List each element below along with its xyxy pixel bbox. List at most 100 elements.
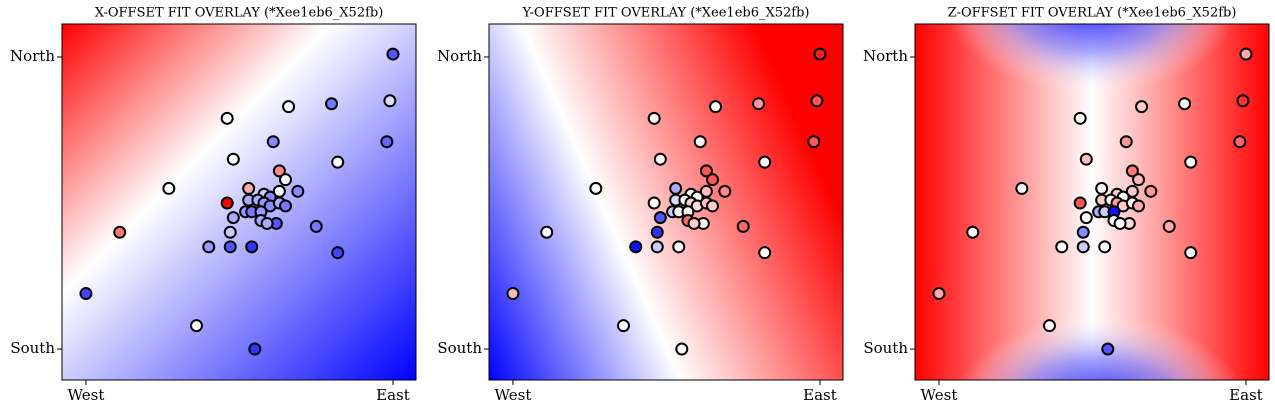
data-point	[1135, 100, 1149, 114]
y-tick-label: South	[10, 339, 55, 357]
data-point	[1073, 196, 1087, 210]
data-point	[113, 225, 127, 239]
plot-area	[915, 24, 1269, 380]
x-tick-label: West	[495, 386, 532, 404]
data-point	[1132, 199, 1146, 213]
data-point	[245, 240, 259, 254]
data-point	[718, 184, 732, 198]
data-point	[325, 97, 339, 111]
data-point	[653, 211, 667, 225]
data-point	[810, 94, 824, 108]
data-point	[1184, 155, 1198, 169]
data-point	[220, 111, 234, 125]
panel-title: Y-OFFSET FIT OVERLAY (*Xee1eb6_X52fb)	[522, 6, 810, 21]
data-point	[223, 225, 237, 239]
data-point	[672, 240, 686, 254]
data-point	[1162, 219, 1176, 233]
y-tick-label: South	[863, 339, 908, 357]
data-point	[675, 342, 689, 356]
data-point	[242, 181, 256, 195]
data-point	[650, 240, 664, 254]
data-point	[699, 164, 713, 178]
data-point	[1076, 240, 1090, 254]
fit-surface	[62, 24, 416, 380]
y-tick-label: North	[437, 47, 482, 65]
data-point	[932, 287, 946, 301]
data-point	[331, 246, 345, 260]
x-tick-label: East	[376, 386, 410, 404]
data-point	[1042, 319, 1056, 333]
data-point	[260, 216, 274, 230]
fit-surface-low	[948, 24, 1236, 94]
data-point	[1079, 152, 1093, 166]
data-point	[966, 225, 980, 239]
data-point	[279, 199, 293, 213]
data-point	[647, 196, 661, 210]
data-point	[758, 246, 772, 260]
data-point	[1125, 164, 1139, 178]
panel-title: Z-OFFSET FIT OVERLAY (*Xee1eb6_X52fb)	[948, 6, 1237, 21]
data-point	[1101, 342, 1115, 356]
data-point	[1236, 94, 1250, 108]
data-point	[687, 216, 701, 230]
data-point	[807, 135, 821, 149]
data-point	[1055, 240, 1069, 254]
data-point	[309, 219, 323, 233]
data-point	[380, 135, 394, 149]
data-point	[540, 225, 554, 239]
data-point	[272, 164, 286, 178]
frame	[488, 23, 844, 381]
data-point	[282, 100, 296, 114]
data-point	[1239, 47, 1253, 61]
data-point	[226, 211, 240, 225]
data-point	[189, 319, 203, 333]
data-point	[386, 47, 400, 61]
fit-surface-low	[958, 315, 1241, 380]
data-point	[266, 135, 280, 149]
data-point	[589, 181, 603, 195]
y-tick-label: North	[863, 47, 908, 65]
data-point	[1233, 135, 1247, 149]
data-point	[202, 240, 216, 254]
data-point	[223, 240, 237, 254]
panel-title: X-OFFSET FIT OVERLAY (*Xee1eb6_X52fb)	[95, 6, 384, 21]
data-point	[1119, 135, 1133, 149]
data-point	[1095, 181, 1109, 195]
frame	[61, 23, 417, 381]
data-point	[752, 97, 766, 111]
data-point	[647, 111, 661, 125]
data-point	[331, 155, 345, 169]
data-point	[736, 219, 750, 233]
plot-area	[62, 24, 416, 380]
x-tick-label: West	[68, 386, 105, 404]
data-point	[616, 319, 630, 333]
data-point	[813, 47, 827, 61]
data-point	[1144, 184, 1158, 198]
plot-area	[489, 24, 843, 380]
data-point	[758, 155, 772, 169]
data-point	[506, 287, 520, 301]
data-point	[162, 181, 176, 195]
data-point	[79, 287, 93, 301]
data-point	[279, 173, 293, 187]
data-point	[1073, 111, 1087, 125]
data-point	[248, 342, 262, 356]
data-point	[706, 173, 720, 187]
data-point	[1184, 246, 1198, 260]
x-tick-label: East	[1229, 386, 1263, 404]
data-point	[1079, 211, 1093, 225]
y-tick-label: South	[437, 339, 482, 357]
frame	[914, 23, 1270, 381]
data-point	[653, 152, 667, 166]
data-point	[629, 240, 643, 254]
data-point	[383, 94, 397, 108]
x-tick-label: East	[803, 386, 837, 404]
data-point	[220, 196, 234, 210]
data-point	[1113, 216, 1127, 230]
data-point	[291, 184, 305, 198]
x-tick-label: West	[921, 386, 958, 404]
data-point	[669, 181, 683, 195]
data-point	[650, 225, 664, 239]
data-point	[1098, 240, 1112, 254]
